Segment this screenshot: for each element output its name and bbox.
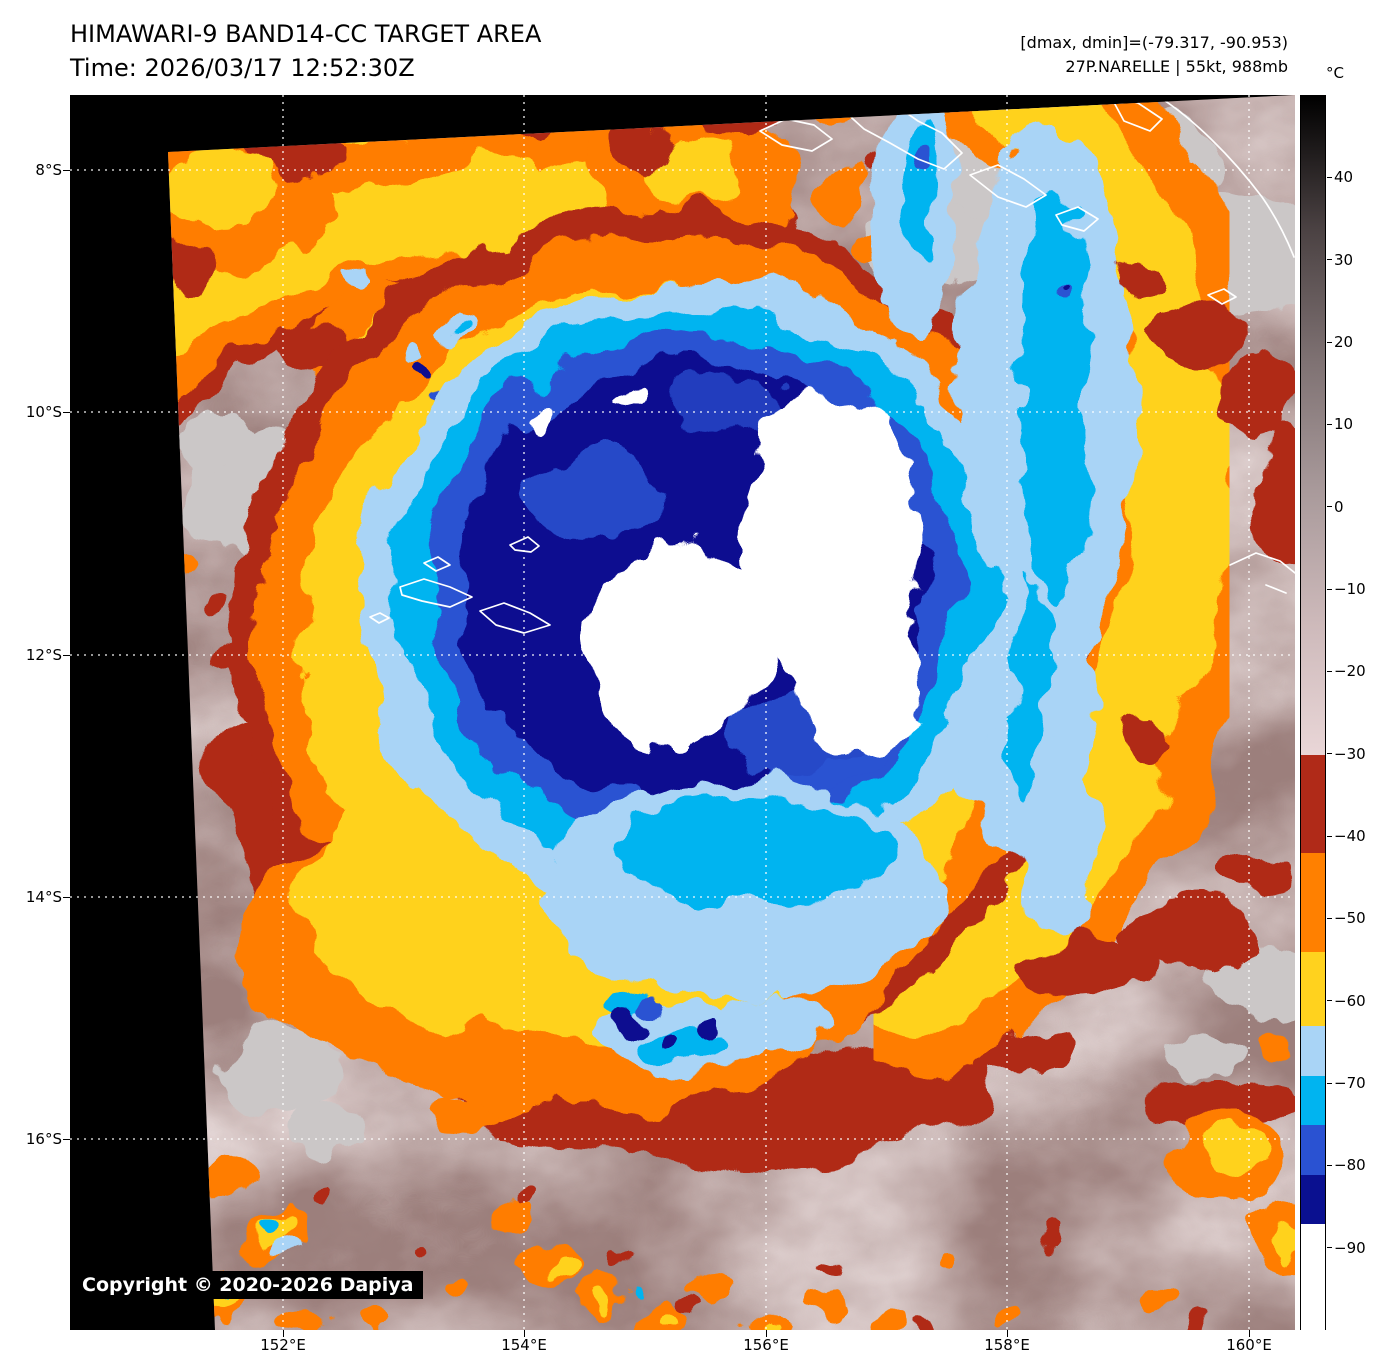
colorbar-segment (1301, 754, 1325, 854)
lon-tick-mark (282, 1330, 284, 1337)
southeast-warm-cells (1170, 1035, 1295, 1263)
colorbar-tick-mark (1327, 1164, 1332, 1166)
colorbar-tick-label: 40 (1334, 168, 1354, 187)
product-title: HIMAWARI-9 BAND14-CC TARGET AREA (70, 20, 542, 48)
lon-tick-mark (523, 1330, 525, 1337)
colorbar-segment (1301, 1223, 1325, 1331)
colorbar-tick-label: −20 (1334, 662, 1366, 681)
east-warm-patches (987, 263, 1295, 1125)
map-plot-area: Copyright © 2020-2026 Dapiya (70, 95, 1295, 1330)
colorbar-segment (1301, 1174, 1325, 1224)
colorbar-tick-mark (1327, 670, 1332, 672)
lat-tick-mark (63, 411, 70, 413)
northwest-cold-specks (349, 268, 472, 396)
colorbar-tick-mark (1327, 423, 1332, 425)
copyright-label: Copyright © 2020-2026 Dapiya (72, 1271, 424, 1299)
range-info: [dmax, dmin]=(-79.317, -90.953) (1020, 33, 1288, 52)
colorbar-tick-label: 30 (1334, 250, 1354, 269)
colorbar-tick-label: −30 (1334, 744, 1366, 763)
lat-tick-label: 14°S (25, 888, 62, 906)
colorbar-tick-label: −40 (1334, 827, 1366, 845)
lon-tick-mark (765, 1330, 767, 1337)
colorbar-tick-label: −60 (1334, 991, 1366, 1010)
colorbar-tick-mark (1327, 588, 1332, 590)
storm-info: 27P.NARELLE | 55kt, 988mb (1065, 57, 1288, 76)
colorbar-tick-label: 10 (1334, 415, 1354, 434)
colorbar-tick-mark (1327, 176, 1332, 178)
colorbar-tick-label: 0 (1334, 497, 1344, 516)
lon-tick-label: 156°E (743, 1336, 789, 1354)
lon-tick-mark (1248, 1330, 1250, 1337)
lat-tick-label: 16°S (25, 1130, 62, 1148)
colorbar-tick-mark (1327, 1247, 1332, 1249)
lat-tick-mark (63, 1138, 70, 1140)
colorbar-segment (1301, 1026, 1325, 1076)
colorbar-tick-mark (1327, 1000, 1332, 1002)
colorbar-tick-mark (1327, 835, 1332, 837)
satellite-image (168, 95, 1295, 1330)
colorbar-tick-label: −50 (1334, 909, 1366, 928)
lon-tick-label: 152°E (260, 1336, 306, 1354)
colorbar-segment (1301, 96, 1325, 755)
gridlines (70, 95, 1295, 1330)
colorbar-tick-label: 20 (1334, 333, 1354, 351)
colorbar-segment (1301, 853, 1325, 953)
colorbar-tick-mark (1327, 506, 1332, 508)
colorbar-tick-mark (1327, 917, 1332, 919)
lon-tick-label: 160°E (1226, 1336, 1272, 1354)
colorbar-tick-label: −80 (1334, 1156, 1366, 1175)
south-cold-arc (540, 782, 940, 1076)
lat-tick-label: 10°S (25, 403, 62, 421)
east-rainband (835, 95, 1269, 1085)
colorbar-tick-mark (1327, 259, 1332, 261)
colorbar-tick-mark (1327, 753, 1332, 755)
lat-tick-label: 8°S (35, 161, 62, 179)
colorbar-segment (1301, 1125, 1325, 1175)
timestamp: Time: 2026/03/17 12:52:30Z (70, 54, 415, 82)
lat-tick-label: 12°S (25, 646, 62, 664)
convective-speckles (352, 1099, 1202, 1330)
colorbar-tick-label: −10 (1334, 580, 1366, 598)
lon-tick-label: 154°E (501, 1336, 547, 1354)
colorbar (1300, 95, 1326, 1331)
lat-tick-mark (63, 169, 70, 171)
colorbar-tick-label: −70 (1334, 1074, 1366, 1092)
satellite-scene (70, 95, 1295, 1330)
lat-tick-mark (63, 654, 70, 656)
lon-tick-label: 158°E (984, 1336, 1030, 1354)
colorbar-tick-label: −90 (1334, 1238, 1366, 1257)
lon-tick-mark (1006, 1330, 1008, 1337)
colorbar-tick-mark (1327, 341, 1332, 343)
lat-tick-mark (63, 896, 70, 898)
colorbar-tick-mark (1327, 1082, 1332, 1084)
colorbar-segment (1301, 1075, 1325, 1126)
colorbar-segment (1301, 952, 1325, 1027)
colorbar-unit-label: °C (1326, 64, 1344, 82)
white-overshooting-tops (526, 391, 922, 762)
